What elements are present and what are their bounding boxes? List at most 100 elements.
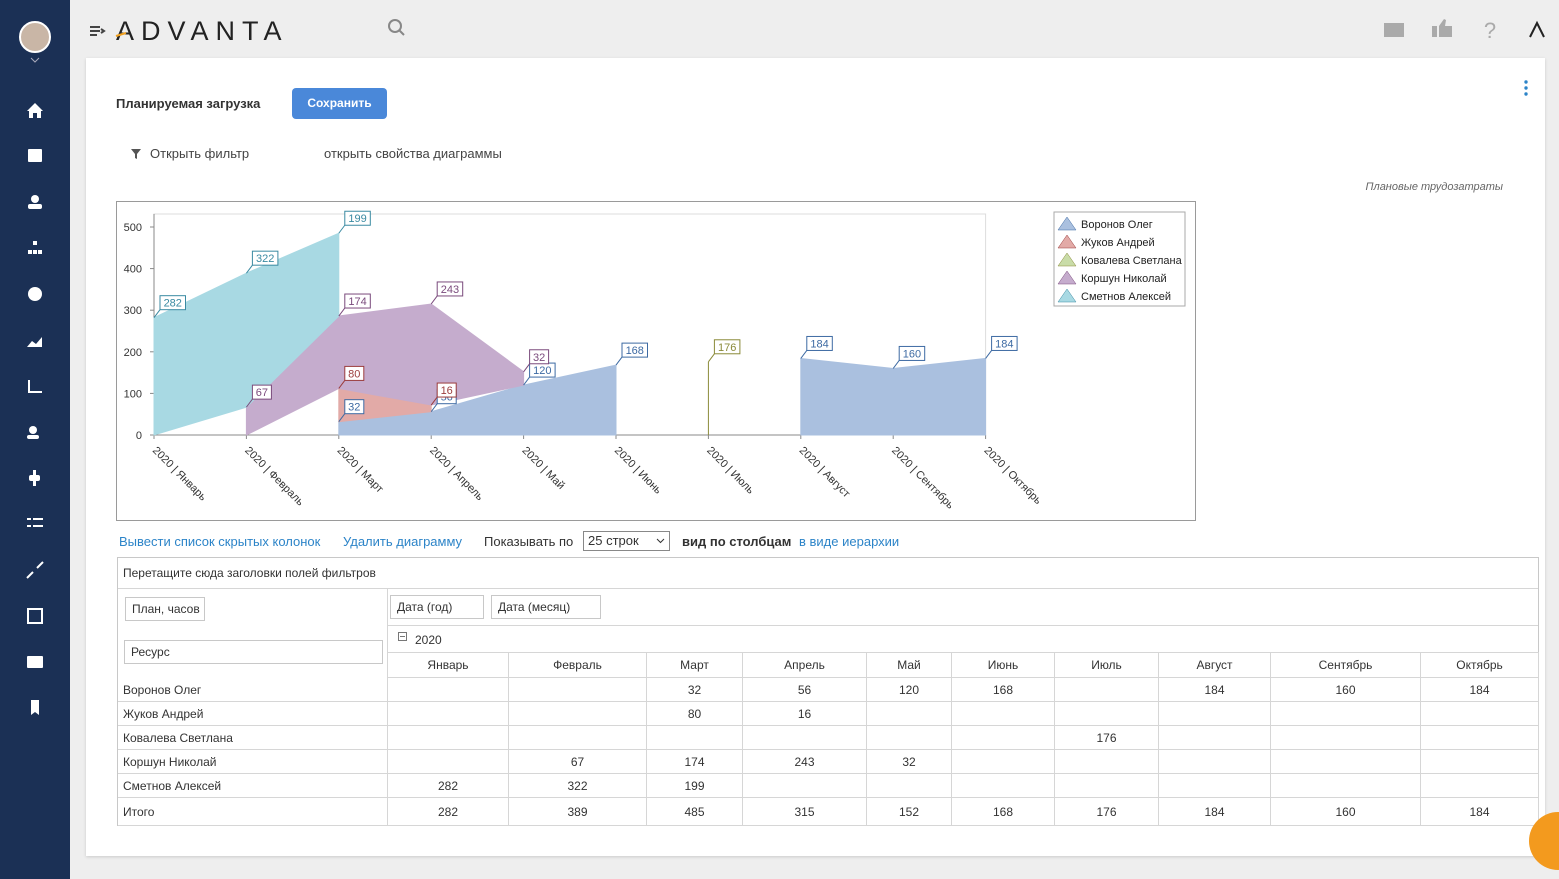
y-tick-label: 500 — [124, 222, 142, 234]
label-connector — [523, 376, 530, 386]
column-field-button[interactable]: Дата (год) — [390, 595, 484, 619]
label-connector — [430, 403, 438, 413]
x-tick-label: 2020 | Август — [797, 445, 853, 501]
value-cell: 174 — [647, 750, 743, 774]
data-label: 176 — [718, 342, 736, 354]
label-connector — [430, 396, 438, 406]
label-connector — [338, 413, 346, 422]
search[interactable] — [388, 19, 402, 33]
label-connector — [153, 309, 161, 318]
rows-select[interactable]: 25 строк — [583, 531, 670, 551]
month-header: Июнь — [952, 652, 1055, 678]
profile-logo[interactable] — [1529, 20, 1545, 38]
label-box — [621, 342, 648, 358]
value-cell: 389 — [509, 798, 647, 826]
legend-swatch — [1057, 234, 1077, 249]
value-cell: 160 — [1271, 798, 1421, 826]
avatar-caret[interactable] — [30, 57, 40, 63]
legend-box — [1053, 211, 1186, 307]
nav-icons[interactable] — [26, 103, 44, 715]
row-label: Жуков Андрей — [118, 702, 388, 726]
data-label: 160 — [903, 348, 921, 360]
value-cell — [388, 678, 509, 702]
open-filter[interactable]: Открыть фильтр — [150, 146, 250, 161]
save-button[interactable]: Сохранить — [292, 88, 387, 119]
data-label: 67 — [256, 387, 268, 399]
row-label: Коршун Николай — [118, 750, 388, 774]
value-cell — [743, 726, 867, 750]
value-cell: 485 — [647, 798, 743, 826]
value-cell — [1055, 678, 1159, 702]
avatar[interactable] — [19, 21, 51, 53]
value-cell: 282 — [388, 798, 509, 826]
value-cell — [1159, 702, 1271, 726]
menu-toggle[interactable] — [90, 26, 106, 36]
column-field-button[interactable]: Дата (месяц) — [491, 595, 601, 619]
y-tick-label: 0 — [136, 430, 142, 442]
label-box — [991, 335, 1018, 351]
year-row-line — [388, 625, 1538, 626]
y-tick-label: 200 — [124, 347, 142, 359]
x-tick-label: 2020 | Октябрь — [981, 445, 1043, 507]
row-label: Воронов Олег — [118, 678, 388, 702]
value-cell: 32 — [867, 750, 952, 774]
data-label: 80 — [348, 368, 360, 380]
label-connector — [892, 360, 900, 369]
data-label: 322 — [256, 253, 274, 265]
year-toggle[interactable] — [398, 632, 407, 641]
help-icon[interactable]: ? — [1484, 18, 1496, 43]
label-connector — [246, 398, 253, 408]
y-tick-label: 300 — [124, 305, 142, 317]
like-icon[interactable] — [1432, 19, 1452, 37]
value-cell — [388, 726, 509, 750]
label-connector — [615, 356, 623, 366]
value-cell — [509, 678, 647, 702]
view-columns[interactable]: вид по столбцам — [682, 534, 792, 549]
chart-properties[interactable]: открыть свойства диаграммы — [324, 146, 502, 161]
x-tick-label: 2020 | Февраль — [242, 445, 306, 509]
delete-chart-link[interactable]: Удалить диаграмму — [343, 534, 463, 549]
data-label: 282 — [164, 298, 182, 310]
label-connector — [708, 353, 715, 363]
filter-icon — [131, 149, 141, 159]
mail-icon[interactable] — [1384, 23, 1404, 37]
value-cell: 120 — [867, 678, 952, 702]
area — [245, 303, 525, 436]
label-connector — [430, 295, 438, 305]
value-cell — [1421, 702, 1539, 726]
hidden-columns-link[interactable]: Вывести список скрытых колонок — [119, 534, 321, 549]
legend-swatch — [1057, 252, 1077, 267]
x-tick-label: 2020 | Апрель — [427, 445, 486, 504]
kebab-menu[interactable] — [1522, 80, 1530, 96]
value-cell: 184 — [1159, 678, 1271, 702]
month-header: Октябрь — [1421, 652, 1539, 678]
value-cell — [1271, 774, 1421, 798]
label-box — [251, 250, 279, 266]
select-caret — [656, 538, 665, 544]
value-cell — [1421, 726, 1539, 750]
value-cell: 184 — [1421, 678, 1539, 702]
label-connector — [985, 350, 992, 359]
value-cell: 199 — [647, 774, 743, 798]
value-cell — [1055, 750, 1159, 774]
rows-select-value: 25 строк — [588, 533, 639, 548]
value-cell — [1055, 774, 1159, 798]
legend-swatch — [1057, 270, 1077, 285]
data-label: 174 — [348, 296, 366, 308]
month-header: Апрель — [743, 652, 867, 678]
x-tick-label: 2020 | Январь — [150, 445, 209, 504]
value-cell — [1271, 750, 1421, 774]
month-header: Март — [647, 652, 743, 678]
area — [338, 364, 617, 436]
filter-row-line — [118, 588, 1538, 589]
label-connector — [338, 307, 346, 317]
area — [800, 357, 987, 436]
view-hierarchy-link[interactable]: в виде иерархии — [799, 534, 900, 549]
x-tick-label: 2020 | Май — [519, 445, 566, 492]
row-field-button[interactable]: Ресурс — [124, 640, 383, 664]
label-connector — [338, 224, 346, 234]
value-cell — [743, 774, 867, 798]
value-cell — [1421, 774, 1539, 798]
data-field-button[interactable]: План, часов — [125, 597, 205, 621]
value-cell: 32 — [647, 678, 743, 702]
